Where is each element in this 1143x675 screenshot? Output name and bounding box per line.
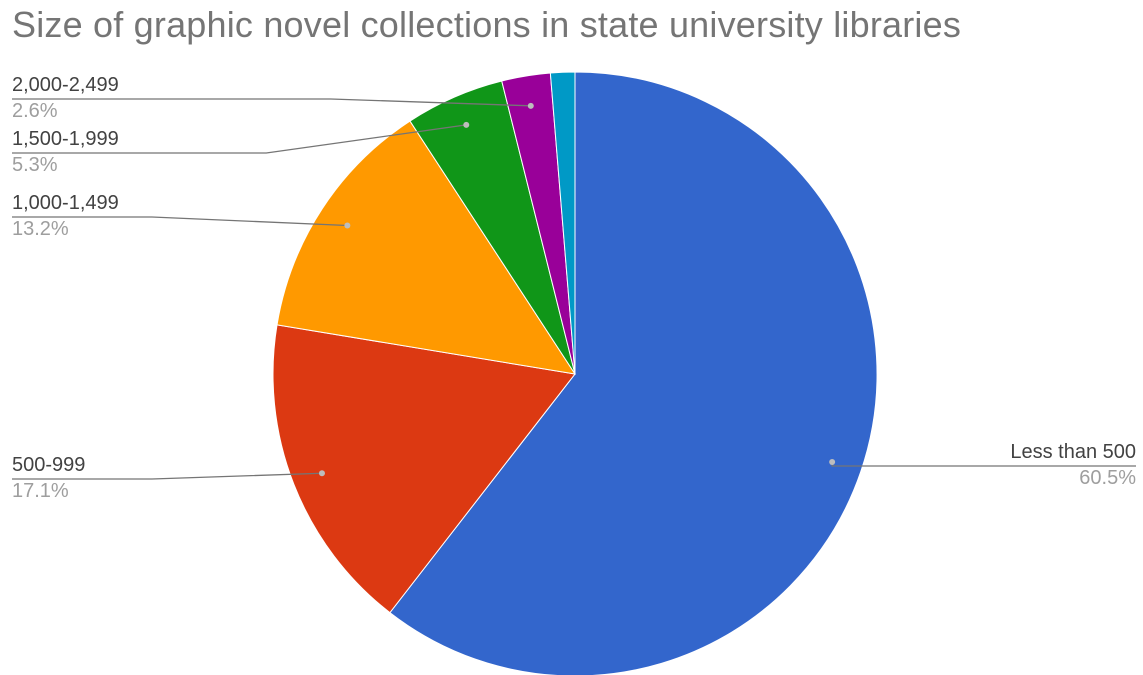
slice-percent-500-999: 17.1%	[12, 480, 69, 502]
leader-dot-1-500-1-999	[463, 121, 470, 128]
slice-label-less-than-500: Less than 500	[1010, 441, 1136, 463]
leader-line-2-000-2-499	[12, 98, 531, 107]
leader-dot-1-000-1-499	[344, 222, 351, 229]
slice-label-500-999: 500-999	[12, 454, 85, 476]
leader-dot-500-999	[318, 470, 325, 477]
slice-label-2-000-2-499: 2,000-2,499	[12, 74, 119, 96]
pie-slice-slice-5	[549, 71, 576, 375]
chart-title: Size of graphic novel collections in sta…	[12, 4, 962, 45]
slice-label-1-500-1-999: 1,500-1,999	[12, 128, 119, 150]
slice-percent-less-than-500: 60.5%	[1079, 467, 1136, 489]
leader-line-500-999	[12, 472, 322, 480]
slice-percent-2-000-2-499: 2.6%	[12, 100, 58, 122]
leader-line-1-500-1-999	[12, 124, 467, 154]
leader-line-1-000-1-499	[12, 216, 348, 227]
slice-percent-1-000-1-499: 13.2%	[12, 218, 69, 240]
slice-percent-1-500-1-999: 5.3%	[12, 154, 58, 176]
leader-dot-less-than-500	[829, 459, 836, 466]
pie-slice-1-000-1-499	[276, 120, 577, 375]
pie-slice-500-999	[272, 324, 576, 614]
slice-label-1-000-1-499: 1,000-1,499	[12, 192, 119, 214]
leader-dot-2-000-2-499	[527, 102, 534, 109]
